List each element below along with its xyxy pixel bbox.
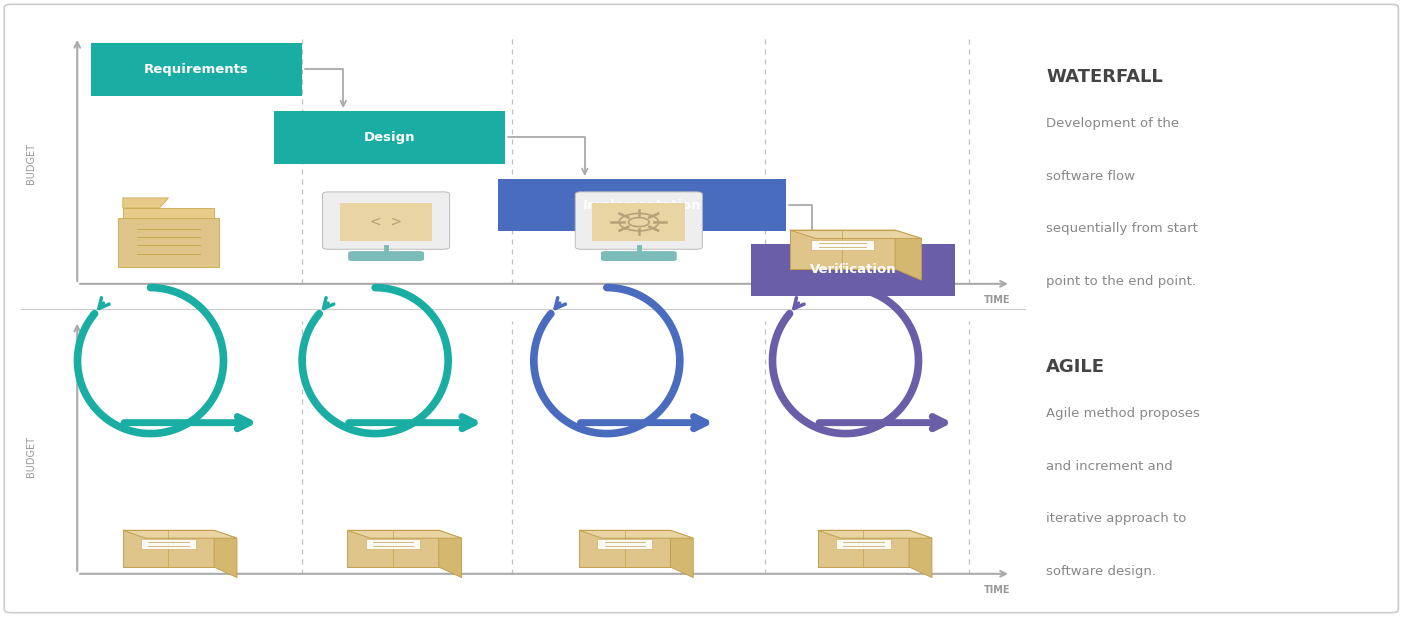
Polygon shape: [789, 230, 921, 239]
Text: Development of the: Development of the: [1046, 117, 1179, 130]
FancyBboxPatch shape: [751, 244, 955, 296]
FancyBboxPatch shape: [498, 179, 786, 231]
Text: iterative approach to: iterative approach to: [1046, 512, 1186, 525]
Text: BUDGET: BUDGET: [25, 436, 37, 477]
FancyBboxPatch shape: [118, 218, 219, 267]
Polygon shape: [671, 530, 694, 578]
Polygon shape: [896, 230, 921, 280]
Polygon shape: [124, 530, 215, 567]
Text: Implementation: Implementation: [583, 199, 702, 212]
Text: and increment and: and increment and: [1046, 460, 1172, 473]
Text: software flow: software flow: [1046, 170, 1134, 183]
Polygon shape: [124, 198, 168, 208]
FancyBboxPatch shape: [348, 251, 424, 261]
FancyBboxPatch shape: [140, 539, 197, 549]
Text: sequentially from start: sequentially from start: [1046, 222, 1198, 235]
Text: TIME: TIME: [984, 295, 1009, 305]
Text: WATERFALL: WATERFALL: [1046, 68, 1163, 86]
Text: point to the end point.: point to the end point.: [1046, 275, 1196, 288]
Text: BUDGET: BUDGET: [25, 143, 37, 184]
FancyBboxPatch shape: [124, 208, 213, 257]
Text: Agile method proposes: Agile method proposes: [1046, 407, 1200, 420]
Polygon shape: [124, 530, 237, 538]
Text: AGILE: AGILE: [1046, 358, 1105, 376]
FancyBboxPatch shape: [592, 203, 685, 241]
Polygon shape: [817, 530, 910, 567]
FancyBboxPatch shape: [91, 43, 302, 96]
FancyBboxPatch shape: [274, 111, 505, 164]
FancyBboxPatch shape: [4, 4, 1398, 613]
Polygon shape: [578, 530, 694, 538]
Polygon shape: [789, 230, 896, 269]
Polygon shape: [910, 530, 932, 578]
Polygon shape: [438, 530, 462, 578]
FancyBboxPatch shape: [576, 192, 702, 249]
FancyBboxPatch shape: [812, 239, 875, 250]
Text: TIME: TIME: [984, 585, 1009, 595]
FancyBboxPatch shape: [601, 251, 677, 261]
Text: Verification: Verification: [810, 263, 896, 276]
Text: Requirements: Requirements: [145, 63, 249, 76]
Text: Design: Design: [364, 131, 416, 144]
Polygon shape: [348, 530, 438, 567]
FancyBboxPatch shape: [598, 539, 651, 549]
Text: <  >: < >: [371, 215, 402, 229]
FancyBboxPatch shape: [323, 192, 449, 249]
FancyBboxPatch shape: [837, 539, 892, 549]
Polygon shape: [817, 530, 932, 538]
FancyBboxPatch shape: [340, 203, 432, 241]
Text: software design.: software design.: [1046, 565, 1155, 578]
Polygon shape: [578, 530, 671, 567]
Polygon shape: [348, 530, 462, 538]
FancyBboxPatch shape: [365, 539, 421, 549]
Polygon shape: [215, 530, 237, 578]
